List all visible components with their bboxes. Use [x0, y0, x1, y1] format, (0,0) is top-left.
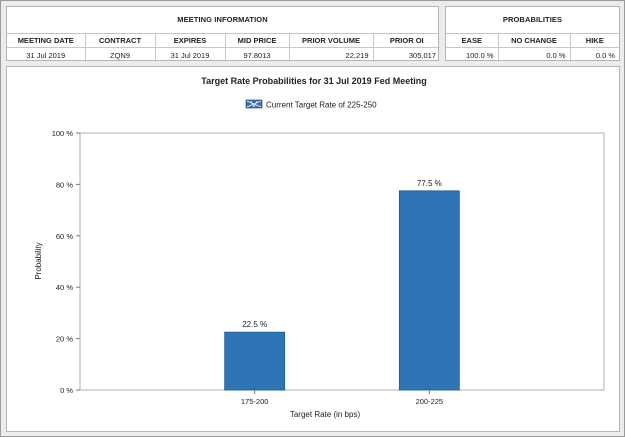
- no-change-value: 0.0 %: [498, 47, 571, 62]
- y-tick-label: 100 %: [52, 129, 74, 138]
- y-axis-ticks: 0 % 20 % 40 % 60 % 80 % 100 %: [52, 129, 80, 395]
- ease-value: 100.0 %: [446, 47, 499, 62]
- probabilities-table: EASE NO CHANGE HIKE 100.0 % 0.0 % 0.0 %: [446, 33, 619, 62]
- hike-value: 0.0 %: [595, 50, 615, 60]
- prior-oi-value: 305,017: [408, 50, 436, 60]
- prior-volume-value: 22,219: [289, 47, 374, 62]
- chart-bars: [224, 190, 460, 391]
- header-meeting-date: MEETING DATE: [7, 33, 86, 48]
- header-prior-oi: PRIOR OI: [373, 33, 440, 48]
- x-tick-label: 200-225: [416, 397, 444, 406]
- header-hike: HIKE: [570, 33, 619, 48]
- meeting-information-table: MEETING DATE CONTRACT EXPIRES MID PRICE …: [7, 33, 440, 62]
- chart-legend[interactable]: Current Target Rate of 225-250: [245, 99, 377, 110]
- chart-axes: [79, 132, 605, 391]
- header-ease: EASE: [446, 33, 499, 48]
- y-tick-label: 40 %: [56, 283, 73, 292]
- y-tick-label: 60 %: [56, 232, 73, 241]
- bar-value-label: 77.5 %: [417, 179, 442, 188]
- header-prior-volume: PRIOR VOLUME: [289, 33, 374, 48]
- probabilities-header-row: EASE NO CHANGE HIKE: [446, 33, 619, 48]
- x-axis-ticks: 175-200 200-225: [241, 390, 443, 406]
- x-tick-label: 175-200: [241, 397, 269, 406]
- meeting-information-title: MEETING INFORMATION: [7, 7, 438, 34]
- mid-price-value: 97.8013: [225, 47, 290, 62]
- probabilities-title: PROBABILITIES: [446, 7, 619, 34]
- bar-value-labels: 22.5 % 77.5 %: [242, 179, 442, 329]
- y-tick-label: 0 %: [60, 386, 73, 395]
- meeting-date-value: 31 Jul 2019: [7, 47, 86, 62]
- table-row: 31 Jul 2019 ZQN9 31 Jul 2019 97.8013 22,…: [7, 47, 440, 62]
- table-row: 100.0 % 0.0 % 0.0 %: [446, 47, 619, 62]
- y-tick-label: 20 %: [56, 335, 73, 344]
- legend-label: Current Target Rate of 225-250: [266, 101, 377, 110]
- legend-swatch-pattern: [246, 100, 262, 108]
- header-contract: CONTRACT: [85, 33, 156, 48]
- meeting-information-header-row: MEETING DATE CONTRACT EXPIRES MID PRICE …: [7, 33, 440, 48]
- probability-bar-chart: Target Rate Probabilities for 31 Jul 201…: [34, 76, 605, 419]
- contract-value: ZQN9: [85, 47, 156, 62]
- chart-panel: Target Rate Probabilities for 31 Jul 201…: [6, 66, 620, 432]
- plot-area: [79, 132, 605, 391]
- header-no-change: NO CHANGE: [498, 33, 571, 48]
- header-expires: EXPIRES: [155, 33, 226, 48]
- bar-value-label: 22.5 %: [242, 320, 267, 329]
- chart-title: Target Rate Probabilities for 31 Jul 201…: [201, 76, 426, 86]
- x-axis-label: Target Rate (in bps): [290, 410, 361, 419]
- y-axis-label: Probability: [34, 242, 43, 279]
- header-mid-price: MID PRICE: [225, 33, 290, 48]
- bar-200-225[interactable]: [398, 190, 460, 391]
- bar-175-200[interactable]: [224, 331, 286, 391]
- y-tick-label: 80 %: [56, 180, 73, 189]
- meeting-information-panel: MEETING INFORMATION MEETING DATE CONTRAC…: [6, 6, 440, 62]
- probabilities-panel: PROBABILITIES EASE NO CHANGE HIKE 100.0 …: [445, 6, 620, 62]
- expires-value: 31 Jul 2019: [155, 47, 226, 62]
